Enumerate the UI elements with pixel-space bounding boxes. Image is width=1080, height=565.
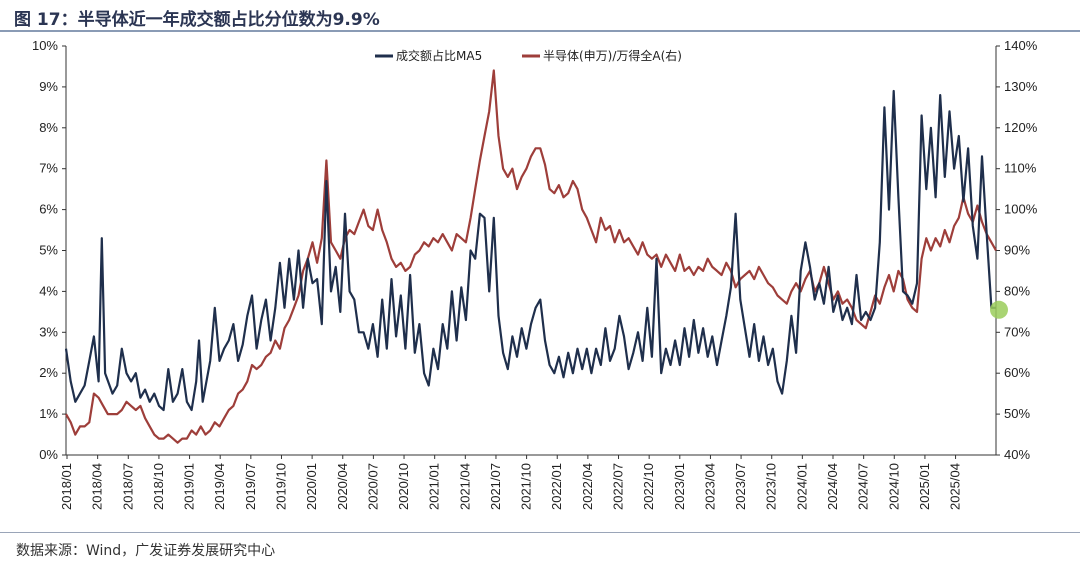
x-tick-label: 2025/01 bbox=[917, 463, 932, 510]
x-tick-label: 2020/01 bbox=[304, 463, 319, 510]
x-tick-label: 2024/10 bbox=[886, 463, 901, 510]
right-tick-label: 110% bbox=[1004, 161, 1037, 176]
x-tick-label: 2022/07 bbox=[611, 463, 626, 510]
left-tick-label: 6% bbox=[39, 202, 58, 217]
x-tick-label: 2022/04 bbox=[580, 463, 595, 510]
left-tick-label: 10% bbox=[32, 38, 58, 53]
legend: 成交额占比MA5 半导体(申万)/万得全A(右) bbox=[375, 48, 682, 63]
right-y-axis: 40% 50% 60% 70% 80% 90% 100% 110% 120% 130% 140% bbox=[995, 38, 1038, 462]
x-tick-label: 2024/01 bbox=[794, 463, 809, 510]
left-tick-label: 1% bbox=[39, 406, 58, 421]
x-tick-label: 2020/04 bbox=[335, 463, 350, 510]
x-tick-label: 2020/07 bbox=[365, 463, 380, 510]
left-tick-label: 7% bbox=[39, 161, 58, 176]
x-tick-label: 2022/10 bbox=[641, 463, 656, 510]
x-tick-label: 2023/10 bbox=[764, 463, 779, 510]
legend-label-series1: 成交额占比MA5 bbox=[396, 48, 482, 63]
left-tick-label: 5% bbox=[39, 243, 58, 258]
x-tick-label: 2018/07 bbox=[120, 463, 135, 510]
right-tick-label: 140% bbox=[1004, 38, 1038, 53]
x-tick-label: 2024/04 bbox=[825, 463, 840, 510]
x-axis: 2018/01 2018/04 2018/07 2018/10 2019/01 2019/… bbox=[59, 454, 996, 510]
right-tick-label: 70% bbox=[1004, 324, 1030, 339]
x-tick-label: 2025/04 bbox=[948, 463, 963, 510]
x-tick-label: 2018/04 bbox=[90, 463, 105, 510]
title-divider bbox=[0, 30, 1080, 32]
right-tick-label: 80% bbox=[1004, 283, 1030, 298]
x-tick-label: 2019/04 bbox=[212, 463, 227, 510]
right-tick-label: 40% bbox=[1004, 447, 1030, 462]
x-tick-label: 2024/07 bbox=[856, 463, 871, 510]
right-tick-label: 50% bbox=[1004, 406, 1030, 421]
x-tick-label: 2018/01 bbox=[59, 463, 74, 510]
x-tick-label: 2021/04 bbox=[457, 463, 472, 510]
x-tick-label: 2022/01 bbox=[549, 463, 564, 510]
x-tick-label: 2019/10 bbox=[273, 463, 288, 510]
x-tick-label: 2021/01 bbox=[427, 463, 442, 510]
legend-label-series2: 半导体(申万)/万得全A(右) bbox=[543, 48, 682, 63]
left-tick-label: 3% bbox=[39, 324, 58, 339]
chart: 0% 1% 2% 3% 4% 5% 6% 7% 8% 9% 10% 40% 50% 60% 70% 80% 9… bbox=[32, 38, 1038, 510]
footer-divider bbox=[0, 532, 1080, 533]
series-line-2 bbox=[65, 69, 997, 444]
left-y-axis: 0% 1% 2% 3% 4% 5% 6% 7% 8% 9% 10% bbox=[32, 38, 67, 462]
figure-title: 图 17：半导体近一年成交额占比分位数为9.9% bbox=[14, 10, 380, 30]
x-tick-label: 2018/10 bbox=[151, 463, 166, 510]
left-tick-label: 2% bbox=[39, 365, 58, 380]
x-tick-label: 2019/07 bbox=[243, 463, 258, 510]
x-tick-label: 2023/07 bbox=[733, 463, 748, 510]
x-tick-label: 2019/01 bbox=[182, 463, 197, 510]
right-tick-label: 90% bbox=[1004, 243, 1030, 258]
x-tick-label: 2021/10 bbox=[519, 463, 534, 510]
left-tick-label: 0% bbox=[39, 447, 58, 462]
right-tick-label: 100% bbox=[1004, 202, 1038, 217]
series-line-1 bbox=[64, 89, 996, 412]
left-tick-label: 8% bbox=[39, 120, 58, 135]
right-tick-label: 120% bbox=[1004, 120, 1038, 135]
x-tick-label: 2021/07 bbox=[488, 463, 503, 510]
x-tick-label: 2023/04 bbox=[702, 463, 717, 510]
latest-point-highlight bbox=[990, 300, 1008, 319]
x-tick-label: 2020/10 bbox=[396, 463, 411, 510]
left-tick-label: 4% bbox=[39, 283, 58, 298]
x-tick-label: 2023/01 bbox=[672, 463, 687, 510]
source-note: 数据来源：Wind，广发证券发展研究中心 bbox=[16, 543, 276, 559]
right-tick-label: 60% bbox=[1004, 365, 1030, 380]
series-layer bbox=[64, 69, 1008, 444]
left-tick-label: 9% bbox=[39, 79, 58, 94]
right-tick-label: 130% bbox=[1004, 79, 1038, 94]
